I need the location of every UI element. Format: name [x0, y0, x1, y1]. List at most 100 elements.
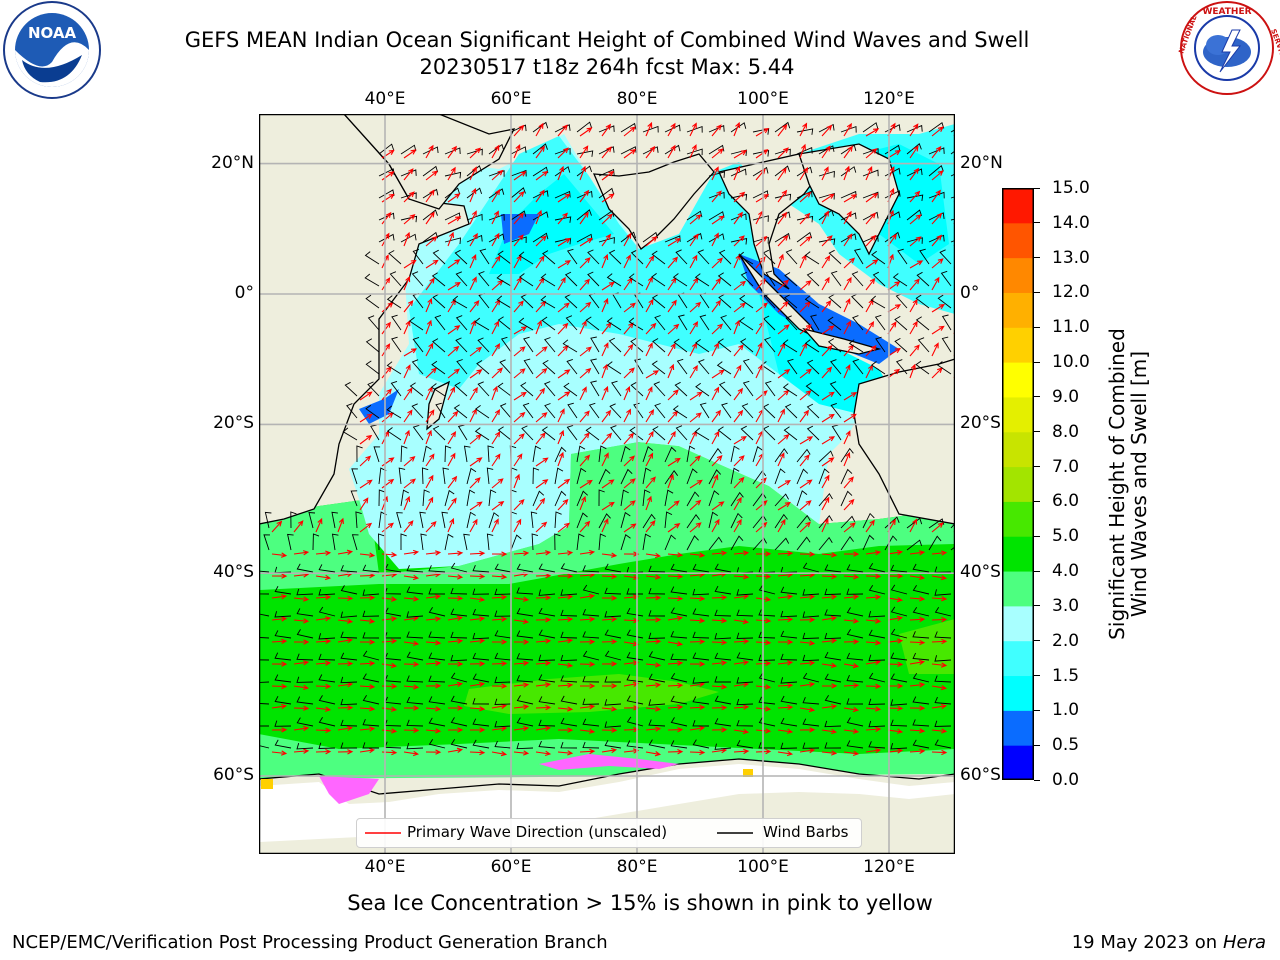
wave-direction-arrow [491, 453, 501, 467]
wave-direction-arrow [557, 302, 570, 313]
wind-barb [648, 632, 666, 639]
wave-direction-arrow [645, 751, 662, 757]
wind-barb [400, 192, 417, 199]
wave-direction-arrow [447, 727, 464, 733]
wind-barb [941, 336, 952, 353]
wave-direction-arrow [403, 348, 418, 357]
wave-direction-arrow [469, 477, 481, 489]
wind-barb [651, 360, 666, 375]
wave-direction-arrow [447, 298, 456, 313]
wind-barb [598, 468, 611, 485]
wind-barb [686, 125, 703, 133]
colorbar-tick-label: 12.0 [1052, 282, 1090, 303]
lon-tick-bottom: 60°E [490, 857, 532, 877]
wave-direction-arrow [931, 638, 948, 645]
wind-barb [532, 211, 549, 221]
wind-barb [796, 190, 813, 199]
wind-barb [628, 273, 644, 287]
wave-direction-arrow [689, 725, 706, 732]
wave-direction-arrow [623, 343, 634, 357]
wave-direction-arrow [821, 255, 831, 269]
wind-barb [806, 425, 820, 441]
wave-direction-arrow [601, 193, 615, 203]
wind-barb [648, 651, 666, 661]
wave-direction-arrow [557, 260, 572, 269]
wind-barb [386, 405, 402, 419]
wind-barb [422, 165, 439, 177]
colorbar-tick-label: 1.5 [1052, 665, 1080, 686]
wave-direction-arrow [843, 574, 860, 580]
wind-barb [419, 511, 426, 529]
wave-direction-arrow [777, 480, 791, 489]
wave-direction-arrow [667, 523, 681, 533]
wave-direction-arrow [887, 638, 904, 644]
wind-barb [466, 165, 482, 177]
wind-barb [367, 381, 380, 397]
wind-barb [450, 562, 468, 573]
wind-barb [620, 122, 637, 133]
wave-direction-arrow [469, 501, 483, 511]
wave-direction-arrow [513, 124, 525, 137]
wave-direction-arrow [601, 432, 613, 445]
wind-barb [714, 743, 732, 750]
colorbar-tick-label: 0.5 [1052, 735, 1080, 756]
wind-barb [730, 491, 744, 507]
colorbar-tick-label: 8.0 [1052, 421, 1080, 442]
wind-barb [585, 426, 600, 441]
wind-barb [450, 672, 468, 683]
wind-barb [830, 270, 842, 287]
wind-barb [488, 143, 505, 155]
wind-barb [736, 652, 754, 661]
wave-direction-arrow [733, 302, 746, 313]
wind-barb [708, 490, 720, 507]
wave-direction-arrow [403, 213, 416, 225]
wave-direction-arrow [821, 518, 829, 533]
wind-barb [362, 742, 379, 749]
wave-direction-arrow [491, 518, 499, 533]
wave-direction-arrow [711, 430, 720, 445]
wave-direction-arrow [315, 550, 332, 556]
wave-direction-arrow [909, 518, 918, 533]
wave-direction-arrow [513, 704, 530, 710]
wave-direction-arrow [887, 149, 901, 159]
wind-barb [714, 609, 732, 617]
wave-direction-arrow [557, 451, 564, 467]
wind-barb [499, 403, 512, 419]
wind-barb [472, 632, 490, 640]
wave-direction-arrow [447, 550, 464, 556]
wind-barb [365, 404, 380, 419]
wave-direction-arrow [667, 660, 684, 666]
wave-direction-arrow [425, 342, 434, 357]
wind-barb [774, 493, 789, 507]
wave-direction-arrow [623, 232, 632, 247]
wave-direction-arrow [733, 280, 747, 291]
wind-barb [630, 381, 644, 397]
wave-direction-arrow [821, 436, 836, 445]
wind-barb [686, 535, 699, 551]
wave-direction-arrow [733, 211, 743, 225]
wave-direction-arrow [294, 639, 310, 645]
wave-direction-arrow [623, 478, 636, 489]
wave-direction-arrow [909, 682, 926, 688]
wave-direction-arrow [799, 390, 812, 401]
wave-direction-arrow [557, 212, 568, 225]
wind-barb [890, 719, 908, 727]
colorbar-tick-label: 13.0 [1052, 247, 1090, 268]
wind-barb [598, 533, 607, 551]
wave-direction-arrow [689, 391, 703, 401]
wind-barb [648, 565, 666, 573]
wind-barb [721, 402, 732, 419]
wave-direction-arrow [689, 595, 706, 602]
wave-direction-arrow [469, 550, 486, 557]
wind-barb [582, 631, 600, 639]
wave-direction-arrow [843, 165, 850, 181]
wave-direction-arrow [403, 640, 420, 647]
wave-direction-arrow [469, 749, 486, 756]
wind-barb [642, 146, 659, 155]
wave-direction-arrow [315, 638, 332, 644]
wave-direction-arrow [887, 596, 904, 603]
wind-barb [752, 445, 763, 463]
footer-date-text: 19 May 2023 on [1071, 932, 1218, 953]
wind-barb [840, 515, 856, 529]
wind-barb [420, 533, 427, 551]
